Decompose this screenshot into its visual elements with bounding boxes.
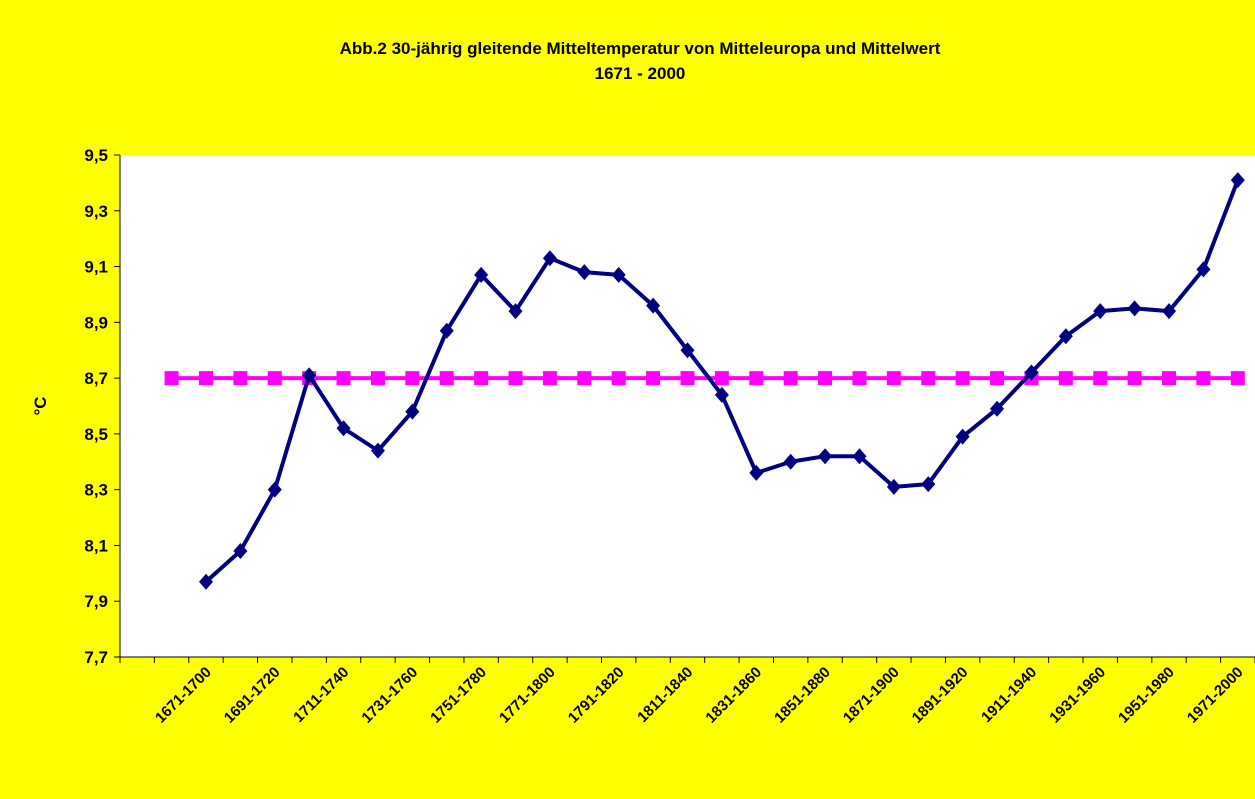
- marker: [370, 442, 385, 459]
- marker: [714, 386, 729, 403]
- y-tick-label: 9,5: [84, 146, 108, 165]
- y-tick-label: 8,1: [84, 536, 108, 555]
- marker: [1127, 300, 1142, 317]
- marker: [1162, 371, 1177, 386]
- marker: [852, 448, 867, 465]
- marker: [921, 476, 936, 493]
- marker: [198, 371, 213, 386]
- marker: [886, 371, 901, 386]
- marker: [233, 371, 248, 386]
- marker: [508, 371, 523, 386]
- marker: [164, 371, 179, 386]
- marker: [1058, 371, 1073, 386]
- y-tick-label: 9,1: [84, 258, 108, 277]
- chart-title: Abb.2 30-jährig gleitende Mitteltemperat…: [340, 39, 941, 58]
- marker: [680, 371, 695, 386]
- marker: [990, 371, 1005, 386]
- marker: [405, 403, 420, 420]
- marker: [336, 420, 351, 437]
- marker: [611, 371, 626, 386]
- marker: [1058, 328, 1073, 345]
- marker: [1093, 303, 1108, 320]
- marker: [439, 322, 454, 339]
- y-tick-label: 8,3: [84, 481, 108, 500]
- y-tick-label: 8,7: [84, 369, 108, 388]
- y-tick-label: 7,7: [84, 648, 108, 667]
- marker: [267, 481, 282, 498]
- marker: [749, 371, 764, 386]
- marker: [1230, 172, 1245, 189]
- marker: [749, 464, 764, 481]
- marker: [611, 266, 626, 283]
- marker: [1196, 371, 1211, 386]
- marker: [198, 573, 213, 590]
- marker: [1093, 371, 1108, 386]
- marker: [577, 371, 592, 386]
- marker: [646, 371, 661, 386]
- marker: [474, 266, 489, 283]
- marker: [1162, 303, 1177, 320]
- marker: [336, 371, 351, 386]
- marker: [577, 264, 592, 281]
- marker: [886, 478, 901, 495]
- marker: [783, 453, 798, 470]
- y-tick-label: 8,5: [84, 425, 108, 444]
- marker: [508, 303, 523, 320]
- y-tick-label: 7,9: [84, 592, 108, 611]
- marker: [542, 371, 557, 386]
- marker: [818, 371, 833, 386]
- marker: [302, 367, 317, 384]
- marker: [646, 297, 661, 314]
- y-axis-label: °C: [31, 396, 50, 415]
- marker: [783, 371, 798, 386]
- plot-area: [120, 155, 1255, 657]
- chart-title: 1671 - 2000: [595, 64, 686, 83]
- marker: [1230, 371, 1245, 386]
- y-tick-label: 9,3: [84, 202, 108, 221]
- y-tick-label: 8,9: [84, 313, 108, 332]
- marker: [955, 428, 970, 445]
- marker: [233, 543, 248, 560]
- marker: [267, 371, 282, 386]
- marker: [818, 448, 833, 465]
- marker: [852, 371, 867, 386]
- marker: [1196, 261, 1211, 278]
- marker: [921, 371, 936, 386]
- marker: [405, 371, 420, 386]
- marker: [1024, 364, 1039, 381]
- marker: [474, 371, 489, 386]
- marker: [680, 342, 695, 359]
- marker: [955, 371, 970, 386]
- marker: [714, 371, 729, 386]
- marker: [542, 250, 557, 267]
- marker: [370, 371, 385, 386]
- marker: [439, 371, 454, 386]
- marker: [990, 400, 1005, 417]
- marker: [1127, 371, 1142, 386]
